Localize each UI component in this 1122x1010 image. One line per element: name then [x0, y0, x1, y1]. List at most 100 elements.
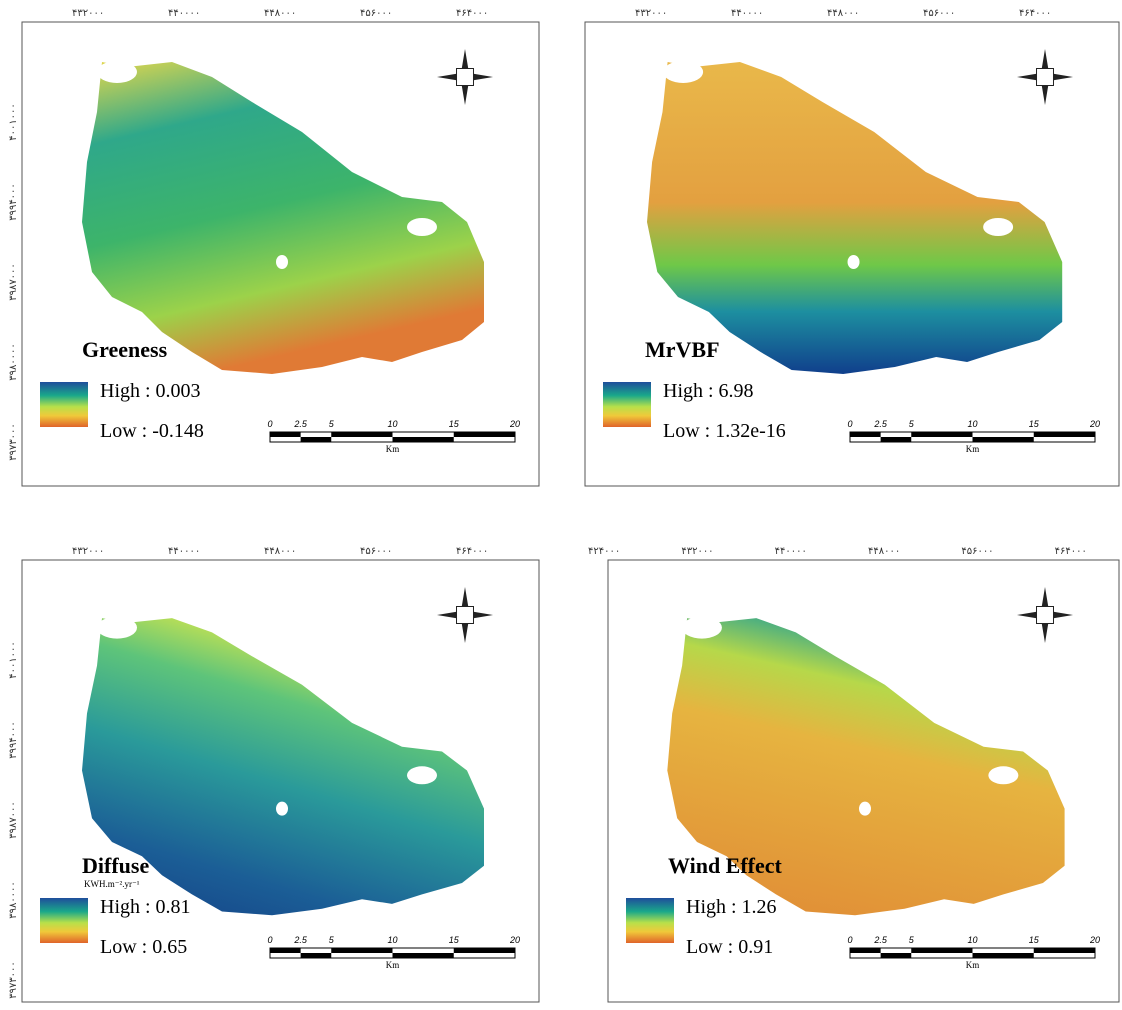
scale-bar-segment: [850, 948, 881, 953]
coordinate-label: ۴۳۲۰۰۰: [72, 8, 104, 19]
scale-label: 5: [329, 419, 335, 429]
map-title: Greeness: [82, 337, 168, 362]
legend-low: Low : 0.65: [100, 936, 187, 958]
coordinate-label: ۴۲۴۰۰۰: [588, 546, 620, 557]
map-hole: [276, 802, 288, 816]
scale-label: 5: [909, 419, 915, 429]
coordinate-label: ۳۹۹۴۰۰۰: [8, 721, 19, 759]
coordinate-label: ۴۰۰۱۰۰۰: [8, 103, 19, 141]
coordinate-label: ۴۶۴۰۰۰: [456, 8, 488, 19]
scale-bar-segment: [973, 437, 1034, 442]
coordinate-label: ۳۹۹۴۰۰۰: [8, 183, 19, 221]
coordinate-label: ۳۹۷۳۰۰۰: [8, 423, 19, 461]
scale-bar-segment: [270, 948, 301, 953]
scale-label: 10: [387, 419, 397, 429]
map-hole: [983, 218, 1013, 236]
scale-label: 2.5: [293, 935, 308, 945]
legend-ramp: [603, 382, 651, 427]
scale-label: 2.5: [873, 935, 888, 945]
scale-bar-segment: [454, 948, 515, 953]
coordinate-label: ۳۹۸۷۰۰۰: [8, 263, 19, 301]
map-hole: [682, 617, 722, 639]
scale-unit: Km: [966, 444, 980, 454]
scale-bar-segment: [331, 432, 392, 437]
legend-ramp: [40, 382, 88, 427]
map-hole: [97, 61, 137, 83]
coordinate-label: ۴۳۲۰۰۰: [681, 546, 713, 557]
scale-label: 0: [847, 935, 852, 945]
coordinate-label: ۳۹۷۳۰۰۰: [8, 961, 19, 999]
scale-unit: Km: [966, 960, 980, 970]
scale-bar-segment: [881, 953, 912, 958]
map-panel: ۴۲۴۰۰۰۴۳۲۰۰۰۴۴۰۰۰۰۴۴۸۰۰۰۴۵۶۰۰۰۴۶۴۰۰۰Wind…: [588, 546, 1119, 1002]
scale-label: 10: [967, 935, 977, 945]
coordinate-label: ۴۴۸۰۰۰: [827, 8, 859, 19]
legend-ramp: [40, 898, 88, 943]
scale-label: 5: [329, 935, 335, 945]
scale-label: 15: [449, 935, 460, 945]
unit-label: KWH.m⁻².yr⁻¹: [84, 879, 140, 889]
legend-high: High : 6.98: [663, 380, 754, 402]
coordinate-label: ۴۵۶۰۰۰: [923, 8, 955, 19]
map-title: MrVBF: [645, 337, 720, 362]
scale-label: 10: [967, 419, 977, 429]
scale-label: 2.5: [873, 419, 888, 429]
scale-bar-segment: [881, 437, 912, 442]
scale-label: 2.5: [293, 419, 308, 429]
scale-label: 0: [267, 419, 272, 429]
scale-unit: Km: [386, 444, 400, 454]
map-hole: [859, 802, 871, 816]
scale-bar-segment: [973, 953, 1034, 958]
coordinate-label: ۴۴۸۰۰۰: [868, 546, 900, 557]
map-hole: [97, 617, 137, 639]
coordinate-label: ۴۴۰۰۰۰: [168, 546, 200, 557]
map-hole: [848, 255, 860, 269]
coordinate-label: ۴۶۴۰۰۰: [1019, 8, 1051, 19]
scale-label: 20: [509, 419, 520, 429]
coordinate-label: ۴۴۰۰۰۰: [775, 546, 807, 557]
scale-label: 15: [449, 419, 460, 429]
scale-label: 15: [1029, 935, 1040, 945]
coordinate-label: ۴۴۸۰۰۰: [264, 546, 296, 557]
scale-label: 20: [1089, 935, 1100, 945]
scale-bar-segment: [393, 437, 454, 442]
map-area: [82, 62, 484, 374]
map-hole: [276, 255, 288, 269]
coordinate-label: ۴۰۰۱۰۰۰: [8, 641, 19, 679]
scale-bar-segment: [911, 432, 972, 437]
scale-bar-segment: [270, 432, 301, 437]
map-hole: [407, 766, 437, 784]
scale-bar-segment: [911, 948, 972, 953]
legend-high: High : 1.26: [686, 896, 777, 918]
coordinate-label: ۳۹۸۰۰۰۰: [8, 343, 19, 381]
coordinate-label: ۳۹۸۰۰۰۰: [8, 881, 19, 919]
scale-label: 20: [1089, 419, 1100, 429]
map-hole: [663, 61, 703, 83]
map-area: [647, 62, 1062, 374]
coordinate-label: ۴۴۰۰۰۰: [168, 8, 200, 19]
coordinate-label: ۴۴۸۰۰۰: [264, 8, 296, 19]
legend-high: High : 0.003: [100, 380, 201, 402]
scale-label: 20: [509, 935, 520, 945]
coordinate-label: ۴۳۲۰۰۰: [72, 546, 104, 557]
coordinate-label: ۴۶۴۰۰۰: [1055, 546, 1087, 557]
legend-ramp: [626, 898, 674, 943]
map-hole: [988, 766, 1018, 784]
scale-label: 0: [847, 419, 852, 429]
scale-label: 10: [387, 935, 397, 945]
legend-low: Low : 1.32e-16: [663, 420, 786, 442]
map-title: Diffuse: [82, 853, 149, 878]
coordinate-label: ۴۴۰۰۰۰: [731, 8, 763, 19]
coordinate-label: ۳۹۸۷۰۰۰: [8, 801, 19, 839]
scale-label: 5: [909, 935, 915, 945]
legend-low: Low : -0.148: [100, 420, 204, 442]
legend-low: Low : 0.91: [686, 936, 773, 958]
scale-bar-segment: [850, 432, 881, 437]
scale-unit: Km: [386, 960, 400, 970]
coordinate-label: ۴۵۶۰۰۰: [360, 546, 392, 557]
scale-label: 0: [267, 935, 272, 945]
scale-bar-segment: [454, 432, 515, 437]
